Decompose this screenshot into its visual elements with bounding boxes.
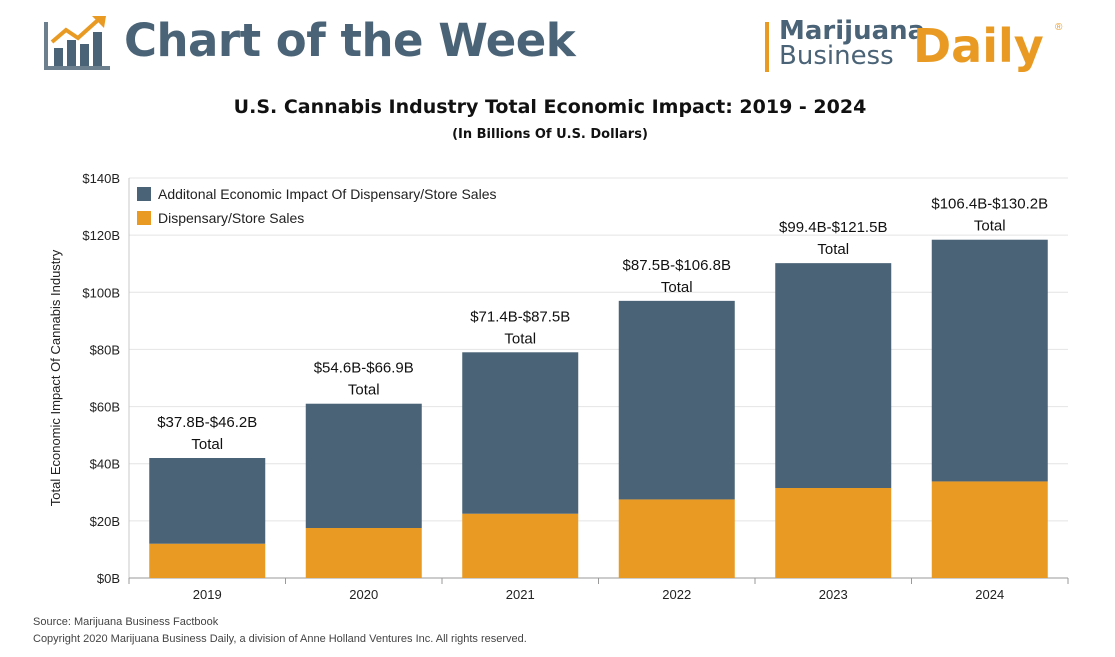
total-label: Total bbox=[974, 218, 1006, 235]
y-tick-label: $80B bbox=[90, 342, 120, 357]
y-tick-label: $0B bbox=[97, 571, 120, 586]
total-range-label: $54.6B-$66.9B bbox=[314, 360, 414, 377]
chart-growth-icon bbox=[44, 16, 110, 70]
brand-line-2: Business bbox=[779, 41, 894, 71]
x-tick-label: 2022 bbox=[662, 587, 691, 602]
y-tick-label: $20B bbox=[90, 514, 120, 529]
brand-daily: Daily bbox=[913, 19, 1044, 73]
bar-store-sales bbox=[305, 528, 422, 578]
total-label: Total bbox=[817, 241, 849, 258]
x-tick-label: 2021 bbox=[506, 587, 535, 602]
total-range-label: $71.4B-$87.5B bbox=[470, 308, 570, 325]
y-tick-label: $40B bbox=[90, 457, 120, 472]
bar-additional-impact bbox=[775, 263, 892, 488]
bar-additional-impact bbox=[462, 352, 579, 514]
y-tick-label: $60B bbox=[90, 400, 120, 415]
y-tick-label: $140B bbox=[82, 171, 120, 186]
total-range-label: $87.5B-$106.8B bbox=[623, 257, 731, 274]
bar-additional-impact bbox=[149, 458, 266, 544]
y-tick-label: $120B bbox=[82, 228, 120, 243]
total-label: Total bbox=[348, 382, 380, 399]
bar-store-sales bbox=[775, 488, 892, 578]
legend-additional-impact-label: Additonal Economic Impact Of Dispensary/… bbox=[158, 186, 497, 202]
brand-line-1: Marijuana bbox=[779, 16, 926, 46]
legend-store-sales-label: Dispensary/Store Sales bbox=[158, 210, 304, 226]
legend-store-sales-swatch bbox=[137, 211, 151, 225]
y-axis-label: Total Economic Impact Of Cannabis Indust… bbox=[48, 249, 63, 506]
bar-additional-impact bbox=[618, 300, 735, 500]
chart-title: U.S. Cannabis Industry Total Economic Im… bbox=[233, 96, 867, 118]
legend-additional-impact-swatch bbox=[137, 187, 151, 201]
total-range-label: $37.8B-$46.2B bbox=[157, 414, 257, 431]
total-range-label: $106.4B-$130.2B bbox=[931, 196, 1048, 213]
total-label: Total bbox=[504, 330, 536, 347]
total-range-label: $99.4B-$121.5B bbox=[779, 219, 887, 236]
total-label: Total bbox=[661, 279, 693, 296]
bar-additional-impact bbox=[305, 403, 422, 528]
bar-store-sales bbox=[462, 513, 579, 578]
chart-subtitle: (In Billions Of U.S. Dollars) bbox=[452, 127, 648, 142]
source-note: Source: Marijuana Business Factbook bbox=[33, 616, 219, 628]
bar-store-sales bbox=[931, 481, 1048, 578]
y-tick-label: $100B bbox=[82, 285, 120, 300]
bar-store-sales bbox=[618, 499, 735, 578]
x-tick-label: 2019 bbox=[193, 587, 222, 602]
total-label: Total bbox=[191, 436, 223, 453]
page-title: Chart of the Week bbox=[124, 14, 576, 67]
copyright-note: Copyright 2020 Marijuana Business Daily,… bbox=[33, 633, 527, 645]
x-tick-label: 2024 bbox=[975, 587, 1004, 602]
x-tick-label: 2020 bbox=[349, 587, 378, 602]
x-tick-label: 2023 bbox=[819, 587, 848, 602]
brand-accent-bar bbox=[765, 22, 769, 72]
bar-store-sales bbox=[149, 543, 266, 578]
bar-additional-impact bbox=[931, 239, 1048, 482]
registered-mark: ® bbox=[1055, 22, 1063, 33]
